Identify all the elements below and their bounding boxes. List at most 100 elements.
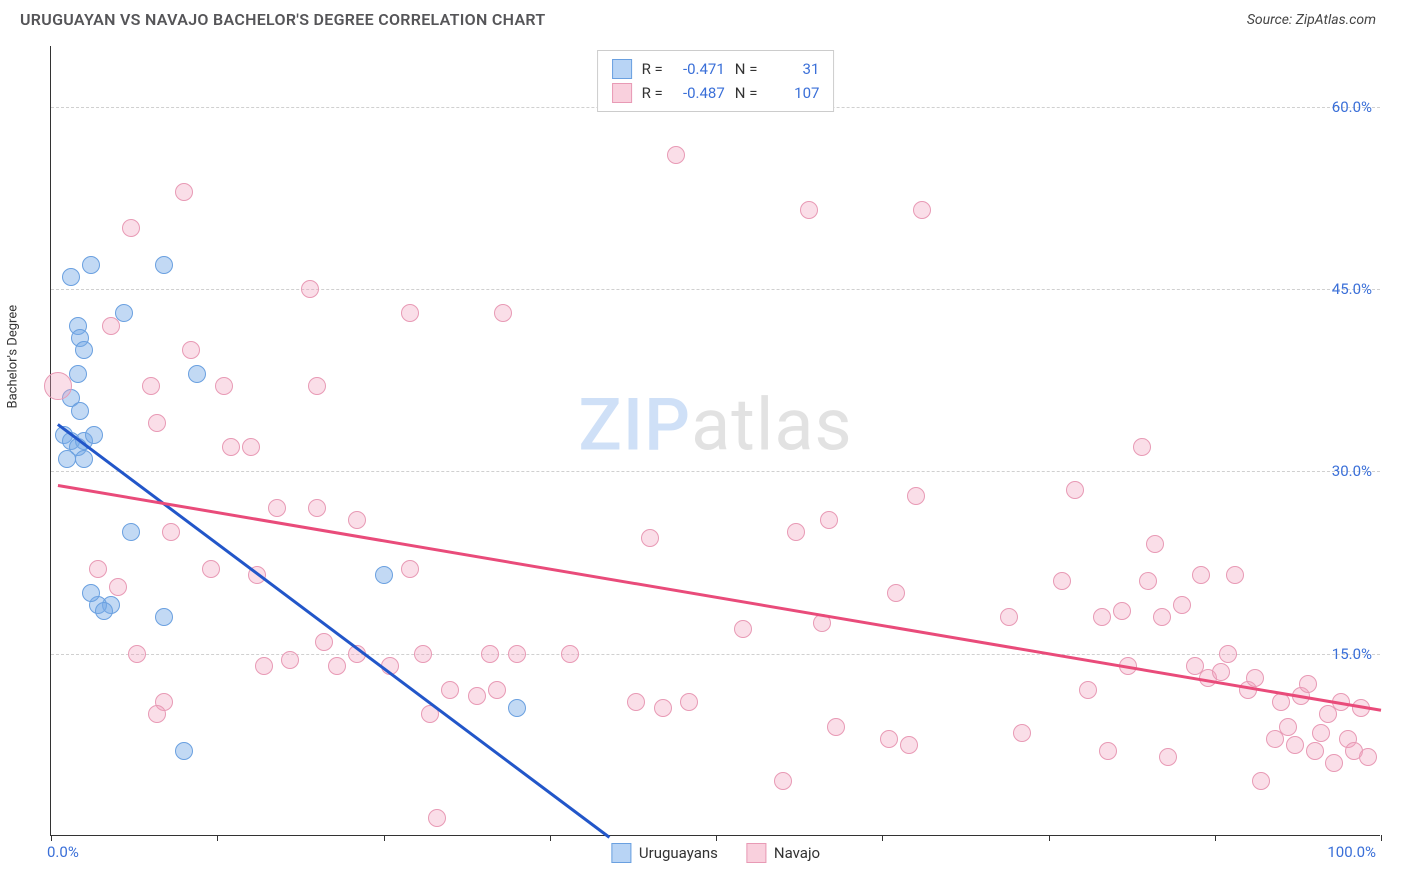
scatter-point — [175, 183, 193, 201]
stats-row: R =-0.471N =31 — [612, 57, 820, 81]
scatter-point — [188, 365, 206, 383]
legend-item: Uruguayans — [611, 843, 718, 863]
watermark-zip: ZIP — [578, 382, 691, 467]
x-tick-label: 0.0% — [47, 843, 79, 861]
scatter-point — [148, 414, 166, 432]
stats-row: R = -0.487 N = 107 — [612, 81, 820, 105]
scatter-point — [82, 256, 100, 274]
scatter-point — [155, 256, 173, 274]
chart-header: URUGUAYAN VS NAVAJO BACHELOR'S DEGREE CO… — [0, 0, 1406, 37]
scatter-point — [641, 529, 659, 547]
scatter-point — [1099, 742, 1117, 760]
scatter-point — [1299, 675, 1317, 693]
scatter-point — [301, 280, 319, 298]
scatter-point — [561, 645, 579, 663]
scatter-point — [1093, 608, 1111, 626]
scatter-point — [1272, 693, 1290, 711]
x-tick — [550, 835, 551, 841]
y-tick-label: 30.0% — [1332, 462, 1372, 480]
scatter-point — [109, 578, 127, 596]
scatter-point — [162, 523, 180, 541]
scatter-point — [1053, 572, 1071, 590]
scatter-point — [308, 377, 326, 395]
scatter-point — [1286, 736, 1304, 754]
scatter-point — [1079, 681, 1097, 699]
scatter-point — [1246, 669, 1264, 687]
watermark-atlas: atlas — [691, 382, 853, 467]
scatter-point — [1192, 566, 1210, 584]
scatter-point — [62, 268, 80, 286]
legend-swatch — [611, 843, 631, 863]
scatter-point — [441, 681, 459, 699]
scatter-point — [75, 341, 93, 359]
scatter-point — [820, 511, 838, 529]
legend-label: Navajo — [774, 844, 820, 862]
scatter-point — [900, 736, 918, 754]
scatter-point — [508, 645, 526, 663]
x-tick — [51, 835, 52, 841]
grid-line — [51, 289, 1380, 290]
scatter-point — [89, 560, 107, 578]
scatter-point — [1133, 438, 1151, 456]
stats-r-value: -0.487 — [673, 84, 725, 102]
stats-n-value: 31 — [767, 60, 819, 78]
grid-line — [51, 471, 1380, 472]
y-tick-label: 60.0% — [1332, 98, 1372, 116]
scatter-point — [155, 608, 173, 626]
stats-n-value: 107 — [767, 84, 819, 102]
scatter-point — [887, 584, 905, 602]
y-axis-label: Bachelor's Degree — [6, 304, 21, 408]
x-tick — [1049, 835, 1050, 841]
x-tick — [882, 835, 883, 841]
scatter-point — [122, 523, 140, 541]
scatter-point — [71, 402, 89, 420]
stats-r-value: -0.471 — [673, 60, 725, 78]
scatter-point — [268, 499, 286, 517]
scatter-point — [1139, 572, 1157, 590]
x-tick-label: 100.0% — [1327, 843, 1376, 861]
x-tick — [1215, 835, 1216, 841]
scatter-point — [128, 645, 146, 663]
stats-r-label: R = — [642, 84, 663, 102]
stats-swatch — [612, 83, 632, 103]
legend-label: Uruguayans — [639, 844, 718, 862]
scatter-point — [75, 450, 93, 468]
scatter-point — [481, 645, 499, 663]
scatter-point — [734, 620, 752, 638]
scatter-point — [1173, 596, 1191, 614]
scatter-point — [1000, 608, 1018, 626]
grid-line — [51, 654, 1380, 655]
scatter-point — [1146, 535, 1164, 553]
x-tick — [384, 835, 385, 841]
scatter-point — [654, 699, 672, 717]
scatter-point — [627, 693, 645, 711]
scatter-point — [774, 772, 792, 790]
x-tick — [1381, 835, 1382, 841]
scatter-point — [1226, 566, 1244, 584]
stats-n-label: N = — [735, 84, 758, 102]
stats-swatch — [612, 59, 632, 79]
scatter-point — [242, 438, 260, 456]
scatter-point — [375, 566, 393, 584]
scatter-point — [122, 219, 140, 237]
scatter-point — [800, 201, 818, 219]
scatter-point — [428, 809, 446, 827]
legend: Uruguayans Navajo — [611, 843, 820, 863]
scatter-point — [1252, 772, 1270, 790]
scatter-point — [1212, 663, 1230, 681]
scatter-point — [1113, 602, 1131, 620]
scatter-point — [468, 687, 486, 705]
chart-title: URUGUAYAN VS NAVAJO BACHELOR'S DEGREE CO… — [20, 10, 546, 29]
scatter-point — [1066, 481, 1084, 499]
stats-box: R = -0.471 N = 31 R = -0.487 N = 107 — [597, 50, 835, 112]
scatter-point — [1312, 724, 1330, 742]
plot-area: Bachelor's Degree ZIPatlas 15.0%30.0%45.… — [50, 46, 1380, 836]
scatter-point — [95, 602, 113, 620]
scatter-point — [182, 341, 200, 359]
scatter-point — [1159, 748, 1177, 766]
scatter-point — [508, 699, 526, 717]
scatter-point — [215, 377, 233, 395]
scatter-point — [680, 693, 698, 711]
stats-r-label: R = — [642, 60, 663, 78]
scatter-point — [401, 304, 419, 322]
